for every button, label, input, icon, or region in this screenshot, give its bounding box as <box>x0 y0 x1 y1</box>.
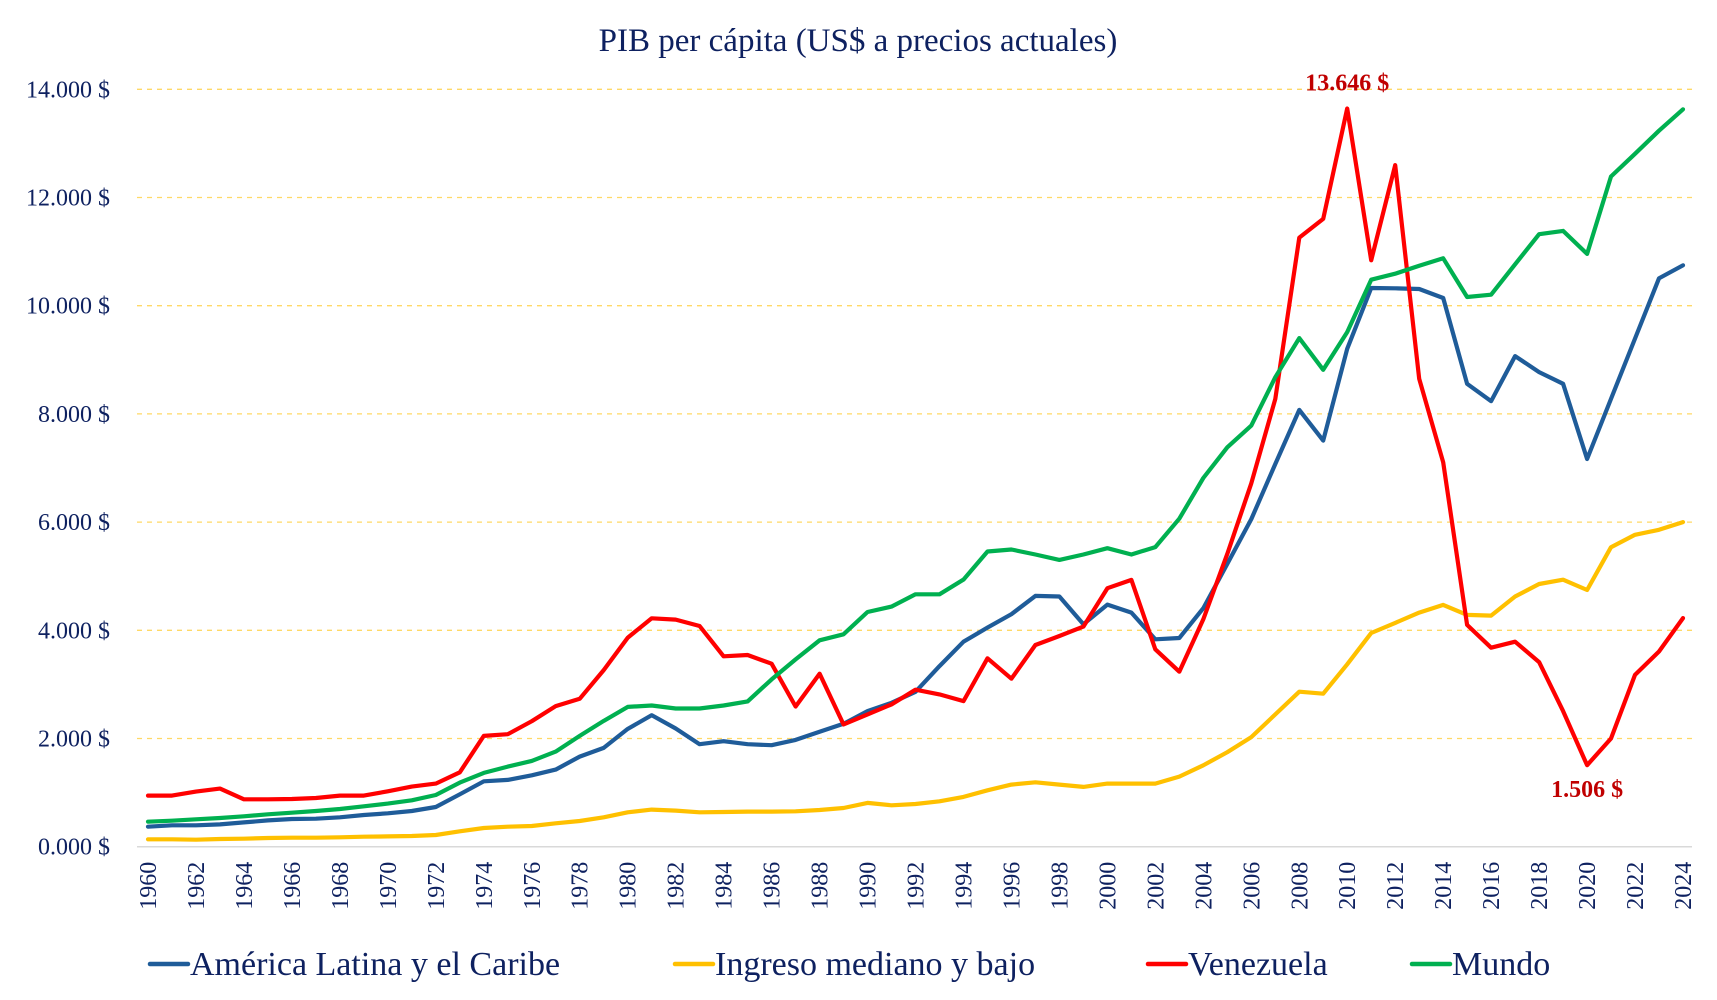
x-tick-label: 1978 <box>568 862 594 910</box>
x-tick-label: 2012 <box>1383 862 1409 910</box>
x-tick-label: 1970 <box>376 862 402 910</box>
x-tick-label: 2008 <box>1287 862 1313 910</box>
x-axis-tick-labels: 1960 1962 1964 1966 1968 1970 1972 1974 1976 1978… <box>136 862 1697 910</box>
y-tick-label: 14.000 $ <box>26 77 110 103</box>
x-tick-label: 2016 <box>1479 862 1505 910</box>
x-tick-label: 1980 <box>616 862 642 910</box>
x-tick-label: 1984 <box>712 862 738 910</box>
x-tick-label: 1966 <box>280 862 306 910</box>
chart-title: PIB per cápita (US$ a precios actuales) <box>599 23 1118 59</box>
legend-label: Mundo <box>1452 946 1550 983</box>
x-tick-label: 1974 <box>472 862 498 910</box>
legend-item-america-latina-y-el-caribe: América Latina y el Caribe <box>147 946 560 983</box>
x-tick-label: 1982 <box>664 862 690 910</box>
y-tick-label: 12.000 $ <box>26 186 110 212</box>
legend: América Latina y el Caribe Ingreso median… <box>147 946 1550 983</box>
x-tick-label: 2020 <box>1575 862 1601 910</box>
x-tick-label: 1968 <box>328 862 354 910</box>
x-tick-label: 1988 <box>808 862 834 910</box>
x-tick-label: 1996 <box>999 862 1025 910</box>
legend-label: América Latina y el Caribe <box>190 946 560 983</box>
x-tick-label: 1994 <box>951 862 977 910</box>
legend-item-ingreso-mediano-y-bajo: Ingreso mediano y bajo <box>672 946 1035 983</box>
data-label-annotation: 13.646 $ <box>1305 70 1389 96</box>
x-tick-label: 2022 <box>1623 862 1649 910</box>
x-tick-label: 2014 <box>1431 862 1457 910</box>
x-tick-label: 2024 <box>1671 862 1697 910</box>
x-tick-label: 2000 <box>1095 862 1121 910</box>
legend-label: Ingreso mediano y bajo <box>715 946 1035 983</box>
series-line-ingreso-mediano-y-bajo <box>145 519 1686 842</box>
data-label-annotation: 1.506 $ <box>1551 777 1623 803</box>
x-tick-label: 1998 <box>1047 862 1073 910</box>
series-line-mundo <box>145 107 1686 824</box>
x-tick-label: 1992 <box>904 862 930 910</box>
legend-item-mundo: Mundo <box>1409 946 1550 983</box>
y-tick-label: 10.000 $ <box>26 294 110 320</box>
series-line-america-latina-y-el-caribe <box>145 263 1686 829</box>
y-tick-label: 6.000 $ <box>38 510 110 536</box>
x-tick-label: 1960 <box>136 862 162 910</box>
x-tick-label: 2010 <box>1335 862 1361 910</box>
x-tick-label: 2002 <box>1143 862 1169 910</box>
y-axis-tick-labels: 0.000 $ 2.000 $ 4.000 $ 6.000 $ 8.000 $ 10.00… <box>26 77 110 860</box>
x-tick-label: 1976 <box>520 862 546 910</box>
x-tick-label: 1962 <box>184 862 210 910</box>
x-tick-label: 1972 <box>424 862 450 910</box>
x-tick-label: 2018 <box>1527 862 1553 910</box>
x-tick-label: 1990 <box>856 862 882 910</box>
x-tick-label: 2004 <box>1191 862 1217 910</box>
gridlines <box>137 88 1692 740</box>
annotations: 13.646 $ 1.506 $ <box>1305 70 1623 803</box>
y-tick-label: 0.000 $ <box>38 835 110 861</box>
series-lines <box>145 106 1686 842</box>
y-tick-label: 4.000 $ <box>38 618 110 644</box>
legend-label: Venezuela <box>1188 946 1328 983</box>
x-tick-label: 1986 <box>760 862 786 910</box>
x-tick-label: 1964 <box>232 862 258 910</box>
x-tick-label: 2006 <box>1239 862 1265 910</box>
y-tick-label: 8.000 $ <box>38 402 110 428</box>
y-tick-label: 2.000 $ <box>38 727 110 753</box>
series-line-venezuela <box>145 106 1686 802</box>
legend-item-venezuela: Venezuela <box>1145 946 1328 983</box>
